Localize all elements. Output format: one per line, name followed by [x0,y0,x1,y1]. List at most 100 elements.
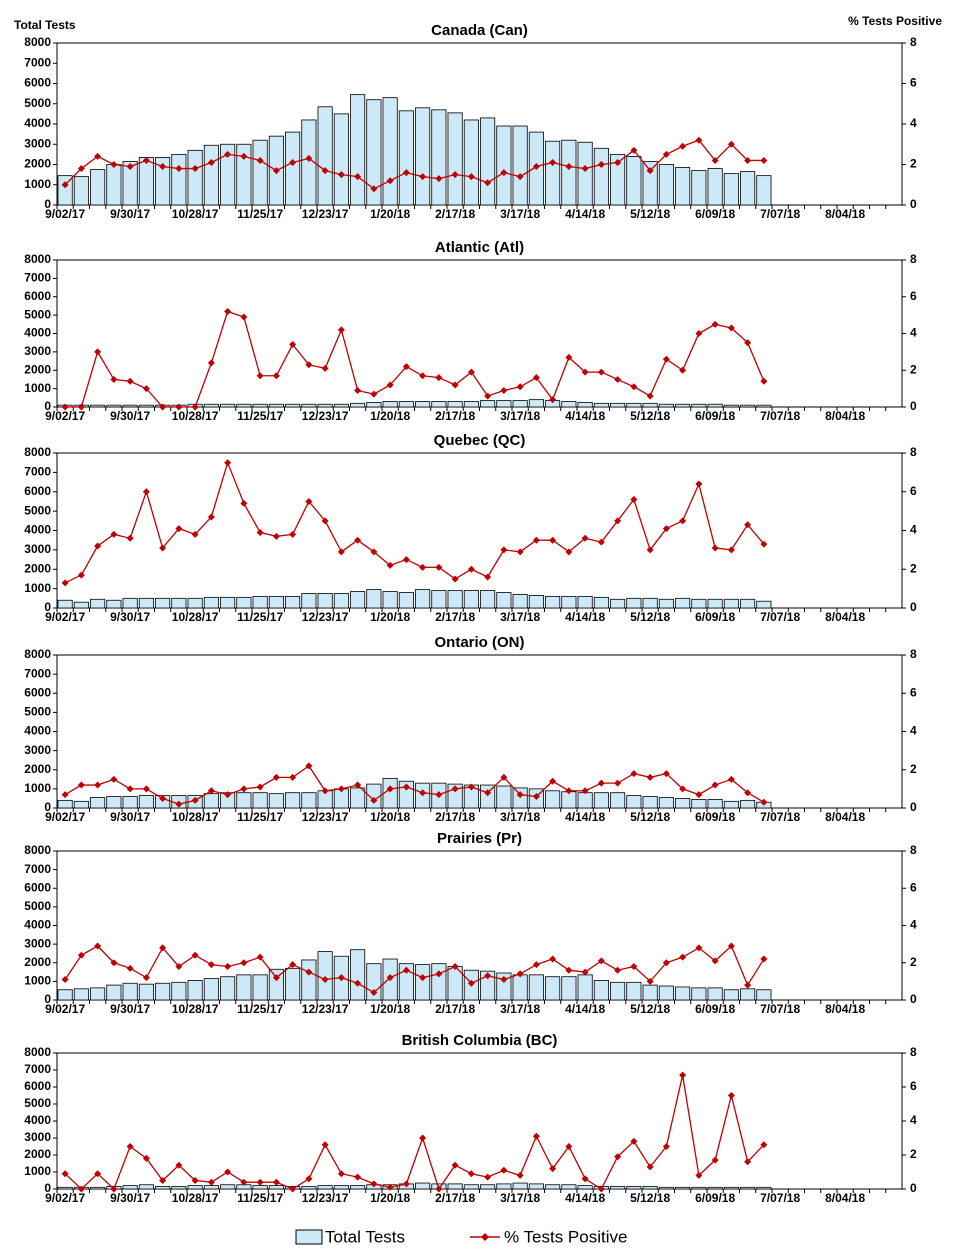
marker [402,363,410,371]
marker [630,146,638,154]
marker [597,368,605,376]
marker [630,1137,638,1145]
x-tick-label: 12/23/17 [302,1191,349,1205]
bar [740,1186,756,1190]
y2-tick-label: 8 [910,843,917,857]
bar [707,168,723,206]
bar [285,131,301,206]
bar [561,139,577,206]
marker [126,534,134,542]
marker [451,1161,459,1169]
marker [435,374,443,382]
x-tick-label: 4/14/18 [565,810,605,824]
marker [175,1161,183,1169]
marker [581,165,589,173]
bar [350,402,366,408]
marker [516,791,524,799]
x-tick-label: 9/02/17 [45,207,85,221]
bar [512,125,528,206]
x-tick-label: 7/07/18 [760,1191,800,1205]
bar [480,400,496,408]
y-tick-label: 1000 [24,177,51,191]
bar [431,401,447,408]
marker [500,1166,508,1174]
marker [110,161,118,168]
bar [155,597,171,609]
bar [528,595,544,609]
y2-tick-label: 6 [910,1079,917,1093]
marker [272,1178,280,1186]
bar [220,1184,236,1190]
x-tick-label: 11/25/17 [237,1191,283,1205]
marker [256,528,264,536]
y-tick-label: 0 [44,197,51,211]
marker [289,773,297,781]
bar [593,147,609,206]
bar [577,974,593,1001]
legend-label: Total Tests [325,1227,405,1246]
marker [484,1173,492,1181]
bar [707,598,723,609]
x-tick-label: 12/23/17 [302,610,349,624]
y-tick-label: 8000 [24,35,51,49]
bar [236,143,252,206]
bar [756,175,772,206]
marker [354,173,362,181]
marker [435,563,443,571]
x-tick-label: 5/12/18 [630,1191,670,1205]
y2-tick-label: 0 [910,197,917,211]
bar [106,404,122,408]
y-tick-label: 1000 [24,381,51,395]
marker [581,968,589,976]
marker [272,532,280,540]
bar [415,964,431,1001]
marker [142,1154,150,1162]
marker [126,377,134,385]
x-tick-label: 7/07/18 [760,810,800,824]
marker [240,152,248,160]
bar [236,792,252,809]
marker [744,1158,752,1166]
marker [597,957,605,965]
bar [138,404,154,408]
marker [321,1141,329,1149]
bar [90,797,106,809]
marker [695,1171,703,1179]
marker [191,796,199,804]
y-tick-label: 1000 [24,781,51,795]
marker [484,789,492,797]
bar [138,157,154,206]
marker [289,341,297,349]
line [65,310,765,408]
bar [463,590,479,609]
bar [252,1185,268,1190]
marker [662,1143,670,1150]
marker [191,1177,199,1184]
marker [711,320,719,328]
marker [549,396,557,404]
marker [305,497,313,505]
marker [597,161,605,168]
bar [496,400,512,408]
x-tick-label: 11/25/17 [237,810,283,824]
x-tick-label: 3/17/18 [500,610,540,624]
marker [224,1168,232,1176]
y-tick-label: 7000 [24,271,51,285]
bar [707,798,723,809]
bar [350,787,366,809]
marker [126,785,134,793]
marker [630,383,638,391]
marker [549,158,557,166]
bar [187,597,203,609]
bar [593,596,609,609]
y2-tick-label: 2 [910,362,917,376]
marker [240,959,248,967]
marker [126,1143,134,1150]
y2-tick-label: 2 [910,1147,917,1161]
bar [187,980,203,1001]
bar [545,790,561,809]
x-tick-label: 9/02/17 [45,810,85,824]
bar [675,403,691,408]
x-tick-label: 8/04/18 [825,1191,865,1205]
